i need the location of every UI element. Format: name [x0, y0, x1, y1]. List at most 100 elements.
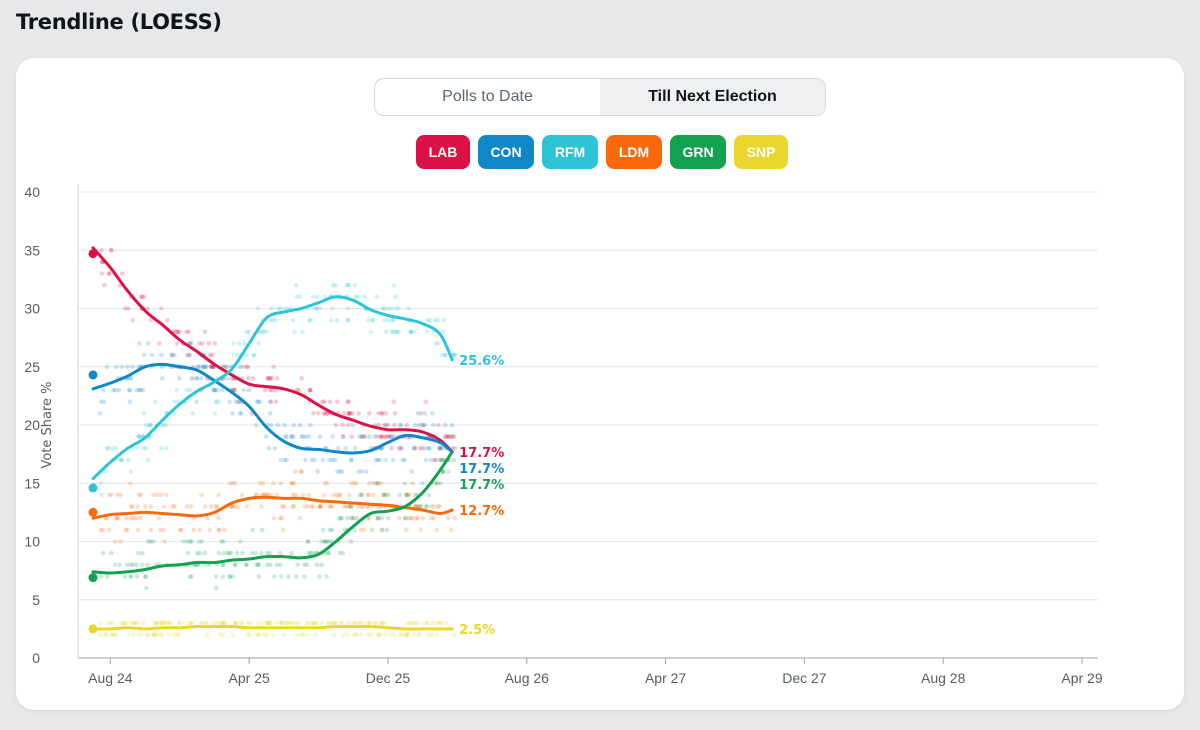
toggle-polls-to-date[interactable]: Polls to Date: [442, 88, 533, 105]
party-chip-con[interactable]: CON: [478, 135, 534, 169]
poll-dot: [381, 492, 386, 498]
poll-dot: [379, 411, 385, 416]
poll-dot: [405, 632, 410, 637]
poll-dot: [197, 527, 202, 533]
poll-dot: [393, 329, 399, 335]
poll-dot: [307, 387, 313, 393]
party-chip-lab[interactable]: LAB: [416, 135, 470, 169]
poll-dot: [426, 446, 432, 451]
party-chip-grn[interactable]: GRN: [670, 135, 726, 169]
poll-dot: [408, 329, 413, 335]
poll-dot: [107, 527, 112, 533]
poll-dot: [354, 632, 360, 637]
poll-dot: [331, 492, 336, 498]
x-tick-label: Aug 24: [88, 670, 133, 686]
poll-dot: [286, 574, 291, 579]
poll-dot: [239, 492, 244, 498]
poll-dot: [383, 632, 388, 637]
poll-dot: [302, 562, 307, 568]
poll-dot: [296, 387, 302, 393]
poll-dot: [190, 376, 196, 381]
poll-dot: [140, 387, 146, 393]
poll-dot: [269, 306, 274, 311]
poll-dot: [291, 504, 296, 509]
poll-dot: [135, 446, 140, 451]
poll-dot: [335, 399, 340, 405]
poll-dot: [158, 632, 163, 637]
poll-dot: [430, 620, 435, 626]
poll-dot: [135, 504, 140, 509]
poll-dot: [136, 550, 141, 556]
poll-dot: [159, 446, 164, 451]
poll-dot: [212, 387, 218, 393]
poll-dot: [295, 562, 301, 568]
poll-dot: [227, 574, 233, 579]
poll-dot: [136, 434, 142, 439]
poll-dot: [382, 620, 387, 626]
poll-dot: [343, 504, 349, 509]
poll-dot: [382, 492, 388, 498]
poll-dot: [367, 434, 372, 439]
poll-dot: [380, 434, 385, 439]
poll-dot: [322, 411, 328, 416]
poll-dot: [134, 574, 140, 579]
poll-dot: [378, 481, 384, 486]
poll-dot: [209, 364, 214, 370]
poll-dot: [376, 515, 381, 521]
party-chip-snp[interactable]: SNP: [734, 135, 788, 169]
poll-dot: [307, 317, 312, 323]
party-chip-ldm[interactable]: LDM: [606, 135, 662, 169]
poll-dot: [207, 527, 213, 533]
poll-dot: [318, 504, 323, 509]
poll-dot: [277, 550, 283, 556]
toggle-till-next-election[interactable]: Till Next Election: [600, 79, 825, 115]
poll-dot: [234, 550, 240, 556]
poll-dot: [318, 504, 323, 509]
poll-dot: [174, 632, 180, 637]
poll-dot: [244, 329, 250, 335]
poll-dot: [209, 364, 214, 370]
poll-dot: [247, 632, 252, 637]
party-chip-rfm[interactable]: RFM: [542, 135, 598, 169]
poll-dot: [127, 399, 133, 405]
poll-dot: [391, 399, 397, 405]
poll-dot: [350, 411, 355, 416]
poll-dot: [266, 620, 272, 626]
poll-dot: [345, 399, 351, 405]
poll-dot: [380, 306, 386, 311]
y-tick-label: 0: [32, 650, 40, 666]
poll-dot: [159, 632, 165, 637]
poll-dot: [152, 632, 158, 637]
poll-dot: [305, 632, 310, 637]
poll-dot: [115, 515, 121, 521]
poll-dot: [204, 620, 209, 626]
poll-dot: [418, 527, 424, 533]
poll-dot: [101, 387, 106, 393]
poll-dot: [119, 457, 124, 463]
poll-dot: [319, 620, 325, 626]
poll-dot: [275, 422, 281, 428]
poll-dot: [389, 446, 394, 451]
poll-dot: [191, 527, 196, 533]
poll-dot: [306, 539, 311, 544]
poll-dot: [259, 504, 264, 509]
poll-dot: [404, 422, 410, 428]
poll-dot: [255, 306, 260, 311]
poll-dot: [304, 562, 310, 568]
poll-dot: [426, 492, 432, 498]
poll-dot: [281, 504, 287, 509]
poll-dot: [346, 411, 351, 416]
poll-dot: [383, 422, 389, 428]
poll-dot: [423, 457, 429, 463]
poll-dot: [169, 352, 175, 358]
poll-dot: [194, 376, 200, 381]
poll-dot: [145, 562, 150, 568]
poll-dot: [172, 411, 177, 416]
poll-dot: [202, 364, 208, 370]
end-label-rfm: 25.6%: [459, 354, 504, 369]
poll-dot: [252, 352, 257, 358]
poll-dot: [188, 574, 194, 579]
poll-dot: [184, 352, 190, 358]
poll-dot: [206, 341, 212, 346]
poll-dot: [423, 504, 429, 509]
